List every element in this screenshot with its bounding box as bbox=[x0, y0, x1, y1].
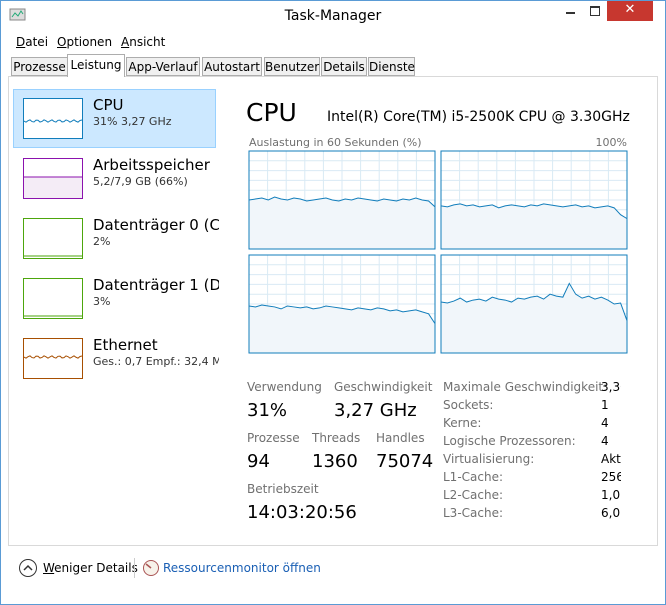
tab[interactable]: Dienste bbox=[368, 57, 415, 76]
item-detail[interactable]: Ges.: 0,7 Empf.: 32,4 Mbit/s bbox=[93, 355, 219, 368]
close-button[interactable]: ✕ bbox=[607, 1, 653, 21]
detail-value: 6,0 MB bbox=[601, 506, 621, 520]
graph-border bbox=[440, 150, 628, 250]
stat-label: Handles bbox=[376, 431, 425, 445]
thumbnail-graph bbox=[24, 255, 82, 257]
stat-value: 75074 bbox=[376, 451, 434, 472]
detail-value: 256 KB bbox=[601, 470, 621, 484]
cpu-graphs bbox=[248, 150, 628, 354]
window-title: Task-Manager bbox=[284, 8, 382, 24]
menu-item[interactable]: Datei bbox=[16, 35, 49, 49]
monitor-icon[interactable] bbox=[142, 559, 160, 577]
core-line bbox=[440, 203, 628, 220]
panel-title: CPU bbox=[246, 98, 297, 127]
item-detail[interactable]: 2% bbox=[93, 235, 111, 248]
item-name[interactable]: Arbeitsspeicher bbox=[93, 156, 210, 174]
detail-label: L2-Cache: bbox=[443, 488, 504, 502]
core-line bbox=[248, 196, 436, 208]
tab[interactable]: Benutzer bbox=[264, 57, 320, 76]
graph-border bbox=[248, 254, 436, 354]
graph-area bbox=[441, 203, 627, 249]
graph-border bbox=[440, 254, 628, 354]
stat-label: Geschwindigkeit bbox=[334, 380, 433, 394]
tab-selected[interactable]: Leistung bbox=[67, 54, 125, 77]
separator bbox=[134, 558, 135, 578]
detail-value: 1,0 MB bbox=[601, 488, 621, 502]
graph-caption: Auslastung in 60 Sekunden (%) bbox=[249, 136, 422, 149]
detail-label: Sockets: bbox=[443, 398, 494, 412]
detail-value: 4 bbox=[601, 434, 609, 448]
collapse-icon[interactable] bbox=[18, 558, 38, 578]
core-line bbox=[248, 304, 436, 324]
maximize-button[interactable] bbox=[583, 1, 608, 21]
tab[interactable]: Details bbox=[321, 57, 367, 76]
detail-label: Maximale Geschwindigkeit: bbox=[443, 380, 608, 394]
detail-label: L3-Cache: bbox=[443, 506, 504, 520]
graph-area bbox=[441, 283, 627, 353]
menu-item[interactable]: Optionen bbox=[57, 35, 113, 49]
detail-value: Aktiviert bbox=[601, 452, 621, 466]
content-frame bbox=[8, 76, 658, 546]
item-name[interactable]: Ethernet bbox=[93, 336, 158, 354]
title-bar bbox=[1, 1, 665, 33]
stat-value: 14:03:20:56 bbox=[247, 502, 357, 523]
menu-item[interactable]: Ansicht bbox=[121, 35, 166, 49]
thumbnail-graph bbox=[24, 176, 82, 178]
thumbnail[interactable] bbox=[23, 278, 83, 319]
item-detail[interactable]: 5,2/7,9 GB (66%) bbox=[93, 175, 188, 188]
stat-label: Verwendung bbox=[247, 380, 322, 394]
tab[interactable]: Prozesse bbox=[11, 57, 68, 76]
stat-value: 31% bbox=[247, 400, 288, 421]
thumbnail-graph bbox=[23, 355, 83, 359]
item-name[interactable]: Datenträger 0 (C: E:) bbox=[93, 216, 219, 234]
item-detail[interactable]: 31% 3,27 GHz bbox=[93, 115, 172, 128]
tab[interactable]: Autostart bbox=[202, 57, 262, 76]
app-icon bbox=[9, 8, 26, 21]
core-line bbox=[440, 282, 628, 321]
stat-label: Prozesse bbox=[247, 431, 300, 445]
thumbnail[interactable] bbox=[23, 218, 83, 259]
stat-label: Betriebszeit bbox=[247, 482, 319, 496]
resource-monitor-link[interactable]: Ressourcenmonitor öffnen bbox=[163, 561, 321, 575]
fewer-details-link[interactable]: Weniger Details bbox=[43, 561, 138, 575]
thumbnail[interactable] bbox=[23, 158, 83, 199]
graph-border bbox=[248, 150, 436, 250]
detail-value: 4 bbox=[601, 416, 609, 430]
cpu-model: Intel(R) Core(TM) i5-2500K CPU @ 3.30GHz bbox=[327, 109, 630, 125]
thumbnail-graph bbox=[23, 119, 83, 123]
stat-value: 3,27 GHz bbox=[334, 400, 417, 421]
graph-area bbox=[249, 304, 435, 353]
detail-label: Logische Prozessoren: bbox=[443, 434, 576, 448]
detail-value: 3,30 GHz bbox=[601, 380, 621, 394]
item-name[interactable]: Datenträger 1 (D:) bbox=[93, 276, 219, 294]
detail-label: L1-Cache: bbox=[443, 470, 504, 484]
detail-label: Virtualisierung: bbox=[443, 452, 535, 466]
tab[interactable]: App-Verlauf bbox=[126, 57, 200, 76]
detail-label: Kerne: bbox=[443, 416, 482, 430]
stat-value: 94 bbox=[247, 451, 270, 472]
item-detail[interactable]: 3% bbox=[93, 295, 111, 308]
thumbnail-graph bbox=[24, 315, 82, 317]
item-name[interactable]: CPU bbox=[93, 96, 124, 114]
stat-label: Threads bbox=[312, 431, 361, 445]
graph-area bbox=[249, 197, 435, 249]
graph-max-label: 100% bbox=[595, 136, 627, 149]
stat-value: 1360 bbox=[312, 451, 358, 472]
thumbnail[interactable] bbox=[23, 98, 83, 139]
thumbnail[interactable] bbox=[23, 338, 83, 379]
minimize-button[interactable] bbox=[558, 1, 583, 21]
detail-value: 1 bbox=[601, 398, 609, 412]
